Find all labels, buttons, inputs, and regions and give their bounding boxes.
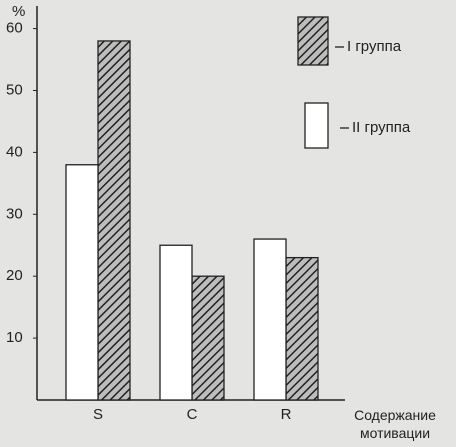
y-tick-label: 60 <box>6 20 23 37</box>
legend-label: II группа <box>352 119 411 136</box>
y-tick-label: 30 <box>6 205 23 222</box>
x-axis-label: Содержание мотивации <box>354 407 436 441</box>
y-tick-label: 50 <box>6 81 23 98</box>
legend-swatch <box>304 102 329 149</box>
bar <box>97 40 131 401</box>
legend-label: I группа <box>347 38 402 55</box>
x-tick-label: C <box>187 406 198 423</box>
bar <box>253 238 287 401</box>
y-tick-label: 10 <box>6 329 23 346</box>
bar <box>65 164 99 401</box>
x-tick-label: R <box>281 406 292 423</box>
bar <box>159 244 193 401</box>
y-axis-label: % <box>12 3 25 20</box>
x-tick-label: S <box>93 406 103 423</box>
y-tick-label: 20 <box>6 267 23 284</box>
bar <box>191 275 225 401</box>
bar <box>285 256 319 401</box>
y-tick-label: 40 <box>6 143 23 160</box>
legend-swatch <box>297 16 329 66</box>
